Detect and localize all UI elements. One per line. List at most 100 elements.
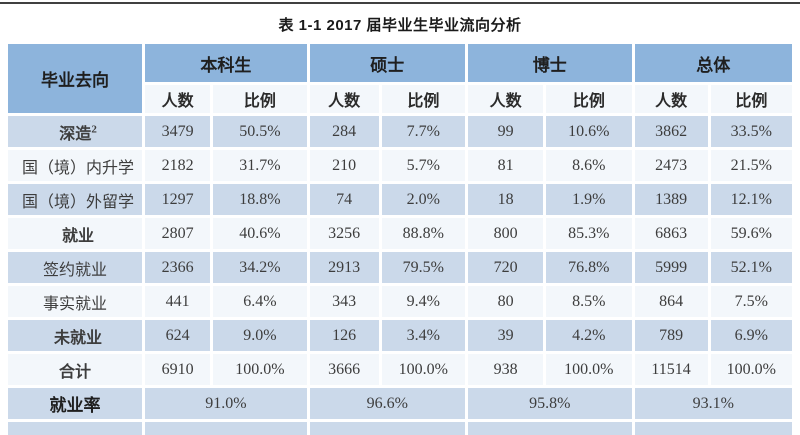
value-cell: 3666 [309,354,379,385]
group-header-doctor: 博士 [467,44,632,82]
value-cell: 79.5% [381,252,465,283]
top-rule [0,2,800,4]
row-label: 国（境）外留学 [8,184,143,215]
value-cell: 10.6% [546,116,632,147]
value-cell: 4.2% [546,320,632,351]
sub-header-count: 人数 [634,85,708,113]
value-cell: 5999 [634,252,708,283]
value-cell: 7.7% [381,116,465,147]
value-cell: 126 [309,320,379,351]
value-cell: 18 [467,184,544,215]
value-cell: 2807 [145,218,211,249]
value-cell: 81 [467,150,544,181]
value-cell: 624 [145,320,211,351]
value-cell: 8.6% [546,150,632,181]
value-cell: 2366 [145,252,211,283]
employment-rate-row: 就业率 91.0% 96.6% 95.8% 93.1% [8,388,792,419]
value-cell: 6910 [145,354,211,385]
value-cell: 2.0% [381,184,465,215]
row-label: 就业 [8,218,143,249]
sub-header-count: 人数 [467,85,544,113]
value-cell: 34.2% [213,252,307,283]
value-cell: 1297 [145,184,211,215]
value-cell: 8.5% [546,286,632,317]
value-cell: 1.9% [546,184,632,215]
value-cell: 3862 [634,116,708,147]
sub-header-count: 人数 [145,85,211,113]
value-cell: 100.0% [710,354,792,385]
cut-off-cell [634,422,792,435]
table-row: 未就业 624 9.0% 126 3.4% 39 4.2% 789 6.9% [8,320,792,351]
table-row: 就业 2807 40.6% 3256 88.8% 800 85.3% 6863 … [8,218,792,249]
row-label: 国（境）内升学 [8,150,143,181]
cut-off-cell [8,422,143,435]
cut-off-cell [145,422,307,435]
table-body: 深造2 3479 50.5% 284 7.7% 99 10.6% 3862 33… [8,116,792,385]
value-cell: 3.4% [381,320,465,351]
value-cell: 284 [309,116,379,147]
value-cell: 11514 [634,354,708,385]
graduate-flow-table: 毕业去向 本科生 硕士 博士 总体 人数 比例 人数 比例 人数 比例 人数 比… [5,41,795,435]
rate-row-section: 就业率 91.0% 96.6% 95.8% 93.1% [8,388,792,435]
value-cell: 59.6% [710,218,792,249]
value-cell: 720 [467,252,544,283]
value-cell: 50.5% [213,116,307,147]
value-cell: 40.6% [213,218,307,249]
value-cell: 6.9% [710,320,792,351]
value-cell: 85.3% [546,218,632,249]
value-cell: 1389 [634,184,708,215]
row-label: 签约就业 [8,252,143,283]
value-cell: 789 [634,320,708,351]
value-cell: 2182 [145,150,211,181]
value-cell: 21.5% [710,150,792,181]
table-row: 合计 6910 100.0% 3666 100.0% 938 100.0% 11… [8,354,792,385]
row-label: 事实就业 [8,286,143,317]
rate-cell: 93.1% [634,388,792,419]
cut-off-cell [467,422,632,435]
table-row: 事实就业 441 6.4% 343 9.4% 80 8.5% 864 7.5% [8,286,792,317]
rate-cell: 95.8% [467,388,632,419]
table-row: 国（境）内升学 2182 31.7% 210 5.7% 81 8.6% 2473… [8,150,792,181]
value-cell: 99 [467,116,544,147]
value-cell: 343 [309,286,379,317]
footnote-superscript: 2 [91,123,97,136]
value-cell: 31.7% [213,150,307,181]
row-label: 未就业 [8,320,143,351]
sub-header-row: 人数 比例 人数 比例 人数 比例 人数 比例 [8,85,792,113]
group-header-undergraduate: 本科生 [145,44,307,82]
value-cell: 80 [467,286,544,317]
sub-header-ratio: 比例 [710,85,792,113]
rate-cell: 91.0% [145,388,307,419]
cut-off-cell [309,422,465,435]
sub-header-ratio: 比例 [381,85,465,113]
value-cell: 100.0% [381,354,465,385]
value-cell: 6863 [634,218,708,249]
corner-header-cell: 毕业去向 [8,44,143,113]
table-row: 深造2 3479 50.5% 284 7.7% 99 10.6% 3862 33… [8,116,792,147]
value-cell: 2473 [634,150,708,181]
value-cell: 18.8% [213,184,307,215]
value-cell: 2913 [309,252,379,283]
value-cell: 210 [309,150,379,181]
value-cell: 6.4% [213,286,307,317]
row-label: 合计 [8,354,143,385]
sub-header-ratio: 比例 [213,85,307,113]
sub-header-count: 人数 [309,85,379,113]
value-cell: 76.8% [546,252,632,283]
value-cell: 100.0% [213,354,307,385]
table-row: 签约就业 2366 34.2% 2913 79.5% 720 76.8% 599… [8,252,792,283]
value-cell: 74 [309,184,379,215]
value-cell: 7.5% [710,286,792,317]
cut-off-row [8,422,792,435]
value-cell: 938 [467,354,544,385]
group-header-row: 毕业去向 本科生 硕士 博士 总体 [8,44,792,113]
value-cell: 9.4% [381,286,465,317]
value-cell: 12.1% [710,184,792,215]
value-cell: 52.1% [710,252,792,283]
row-label: 就业率 [8,388,143,419]
group-header-master: 硕士 [309,44,465,82]
row-label: 深造2 [8,116,143,147]
sub-header-ratio: 比例 [546,85,632,113]
value-cell: 100.0% [546,354,632,385]
table-title: 表 1-1 2017 届毕业生毕业流向分析 [278,17,522,34]
